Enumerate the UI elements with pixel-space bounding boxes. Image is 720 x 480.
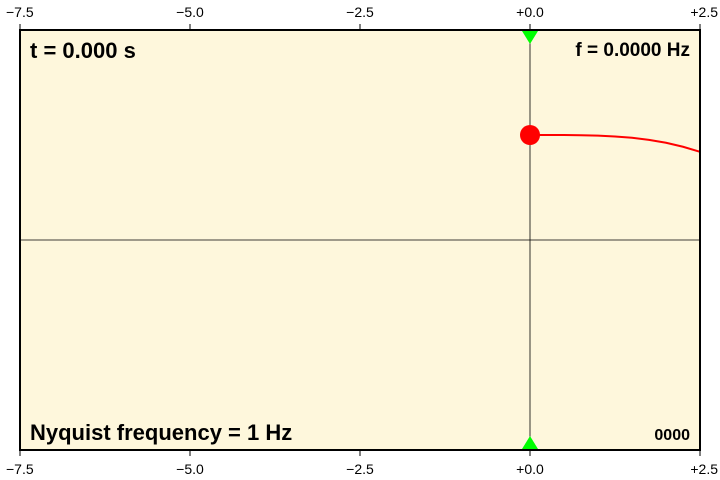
- bottom-axis-labels: −7.5 −5.0 −2.5 +0.0 +2.5: [6, 461, 718, 477]
- bottom-axis-ticks: [19, 450, 701, 456]
- series-line: [530, 134, 701, 153]
- nyquist-label: Nyquist frequency = 1 Hz: [30, 420, 292, 445]
- top-tick-label: +2.5: [690, 4, 718, 20]
- bottom-tick-label: −7.5: [6, 461, 34, 477]
- bottom-tick-label: +2.5: [690, 461, 718, 477]
- top-tick-label: −2.5: [346, 4, 374, 20]
- bottom-tick-label: −2.5: [346, 461, 374, 477]
- bottom-triangle-marker: [522, 436, 538, 449]
- time-label: t = 0.000 s: [30, 38, 136, 63]
- top-tick-label: −7.5: [6, 4, 34, 20]
- top-axis-labels: −7.5 −5.0 −2.5 +0.0 +2.5: [6, 4, 718, 20]
- top-tick-label: +0.0: [516, 4, 544, 20]
- top-tick-label: −5.0: [176, 4, 204, 20]
- top-triangle-marker: [522, 31, 538, 44]
- bottom-tick-label: +0.0: [516, 461, 544, 477]
- marker-point: [520, 125, 540, 145]
- top-axis-ticks: [19, 24, 701, 30]
- frame-counter: 0000: [654, 427, 690, 444]
- bottom-tick-label: −5.0: [176, 461, 204, 477]
- frequency-label: f = 0.0000 Hz: [575, 40, 690, 61]
